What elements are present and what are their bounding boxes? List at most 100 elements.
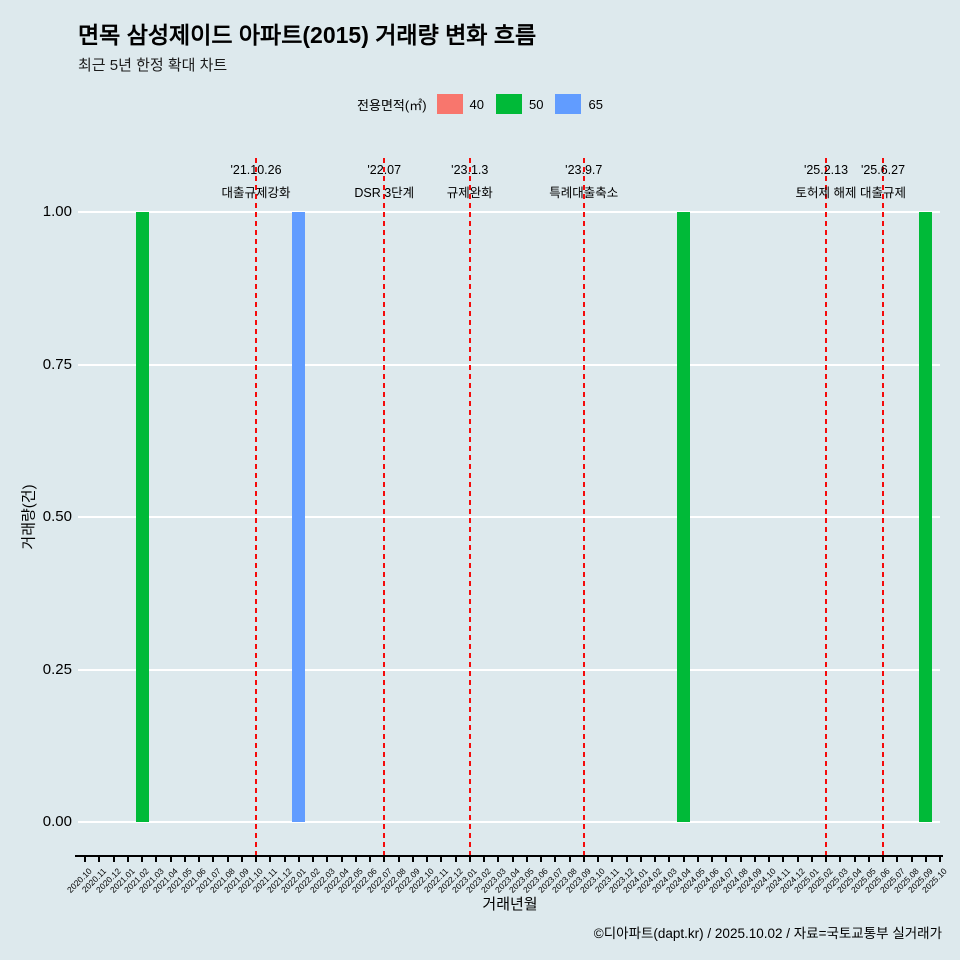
bar-50-2021.02[interactable] (135, 212, 149, 822)
legend-item-label: 65 (588, 96, 603, 112)
x-tick (896, 857, 899, 862)
x-tick (411, 857, 414, 862)
x-tick (84, 857, 86, 862)
x-tick (782, 857, 785, 862)
event-line-2023.09 (582, 158, 585, 855)
x-tick (768, 857, 770, 862)
footer-credit: ©디아파트(dapt.kr) / 2025.10.02 / 자료=국토교통부 실… (593, 926, 942, 941)
x-tick (882, 857, 884, 862)
event-date-label: '25.6.27 (860, 163, 906, 177)
event-date-label: '23.1.3 (451, 163, 489, 177)
x-tick (226, 857, 229, 862)
legend-swatch-50 (496, 94, 523, 114)
x-tick (525, 857, 528, 862)
gridline-y-0.25 (78, 668, 940, 671)
x-tick (212, 857, 215, 862)
x-tick (169, 857, 172, 862)
x-tick (910, 857, 913, 862)
x-tick (540, 857, 542, 862)
x-tick (568, 857, 571, 862)
x-tick (297, 857, 300, 862)
legend-item-label: 50 (529, 96, 544, 112)
event-line-2022.07 (383, 158, 386, 855)
x-tick (597, 857, 599, 862)
legend-item-50: 50 (496, 94, 543, 114)
x-tick (126, 857, 129, 862)
x-tick (141, 857, 143, 862)
x-tick (825, 857, 827, 862)
x-tick (611, 857, 614, 862)
legend-swatch-40 (436, 94, 463, 114)
bar-65-2022.01[interactable] (292, 212, 306, 822)
x-tick (668, 857, 671, 862)
legend-swatch-65 (555, 94, 582, 114)
x-tick (639, 857, 642, 862)
legend-item-65: 65 (555, 94, 603, 114)
event-name-label: 대출규제강화 (221, 186, 291, 200)
event-line-2025.02 (825, 158, 827, 855)
legend: 전용면적(㎡) 40 50 65 (0, 94, 960, 114)
x-tick (326, 857, 329, 862)
legend-title: 전용면적(㎡) (357, 97, 427, 113)
x-tick (939, 857, 941, 862)
x-tick (696, 857, 699, 862)
event-date-label: '21.10.26 (230, 163, 282, 177)
x-tick (383, 857, 386, 862)
x-tick (753, 857, 756, 862)
x-tick (483, 857, 485, 862)
x-tick (853, 857, 856, 862)
bar-50-2024.04[interactable] (677, 212, 690, 822)
x-axis-line (75, 855, 943, 857)
x-tick (283, 857, 286, 862)
x-tick (155, 857, 158, 862)
gridline-y-0 (78, 821, 940, 823)
x-tick (924, 857, 927, 862)
y-axis-title: 거래량(건) (20, 484, 38, 550)
x-tick (796, 857, 799, 862)
event-date-label: '22.07 (367, 163, 402, 177)
gridline-y-1 (78, 211, 940, 213)
x-tick (98, 857, 101, 862)
event-name-label: 특례대출축소 (549, 186, 619, 200)
bar-50-2025.09[interactable] (919, 212, 933, 822)
y-tick-label: 0.75 (42, 355, 72, 373)
x-tick (711, 857, 713, 862)
event-name-label: 토허제 해제 (795, 186, 857, 200)
event-name-label: 규제완화 (446, 186, 493, 200)
x-tick (468, 857, 471, 862)
y-tick-label: 0.50 (42, 508, 72, 525)
x-tick (654, 857, 656, 862)
x-tick (867, 857, 870, 862)
x-axis-title: 거래년월 (482, 896, 538, 913)
event-date-label: '25.2.13 (803, 163, 849, 177)
x-tick (625, 857, 628, 862)
gridline-y-0.75 (78, 363, 940, 366)
x-tick (312, 857, 314, 862)
x-tick (682, 857, 685, 862)
event-line-2023.01 (468, 158, 471, 855)
x-tick (554, 857, 557, 862)
event-name-label: DSR 3단계 (354, 186, 415, 200)
event-name-label: 대출규제 (859, 186, 907, 200)
x-tick (269, 857, 272, 862)
x-tick (454, 857, 457, 862)
gridline-y-0.5 (78, 516, 940, 518)
x-tick (183, 857, 186, 862)
x-tick (426, 857, 428, 862)
x-tick (369, 857, 371, 862)
x-tick (810, 857, 813, 862)
x-tick (340, 857, 343, 862)
x-tick (582, 857, 585, 862)
y-tick-label: 0.00 (42, 813, 72, 830)
x-tick (511, 857, 514, 862)
x-tick (255, 857, 257, 862)
legend-item-label: 40 (469, 96, 485, 112)
x-tick (112, 857, 115, 862)
x-tick (440, 857, 443, 862)
x-tick (497, 857, 500, 862)
chart-subtitle: 최근 5년 한정 확대 차트 (78, 57, 228, 74)
chart-title: 면목 삼성제이드 아파트(2015) 거래량 변화 흐름 (78, 22, 537, 48)
y-tick-label: 1.00 (42, 203, 72, 220)
legend-items: 40 50 65 (436, 94, 603, 114)
